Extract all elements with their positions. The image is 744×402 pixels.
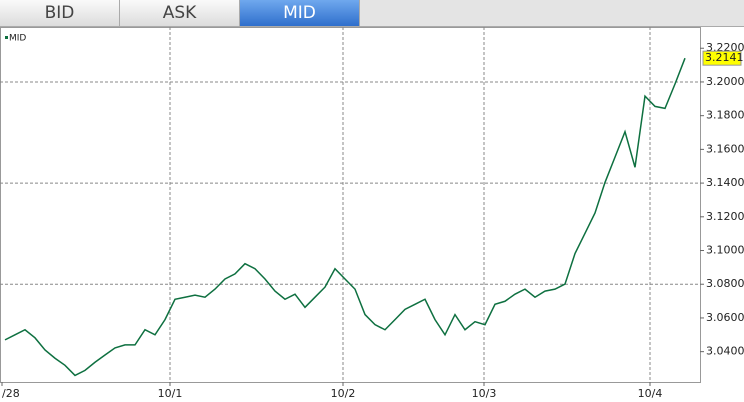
- y-tick-label: 3.1000: [706, 244, 744, 257]
- legend-label: MID: [9, 34, 26, 44]
- tab[interactable]: ASK: [120, 0, 240, 26]
- x-tick-label: 10/3: [472, 387, 497, 400]
- tab-bar: BID ASK MID: [0, 0, 744, 27]
- y-tick-label: 3.1800: [706, 109, 744, 122]
- tab[interactable]: MID: [240, 0, 360, 26]
- y-tick-label: 3.2000: [706, 75, 744, 88]
- plot-frame: [0, 27, 701, 383]
- tab[interactable]: BID: [0, 0, 120, 26]
- last-price-label: 3.2141: [705, 51, 744, 64]
- y-tick-label: 3.1600: [706, 142, 744, 155]
- y-tick-label: 3.0400: [706, 345, 744, 358]
- legend-swatch: [5, 36, 8, 39]
- x-tick-label: /28: [2, 387, 20, 400]
- x-tick-label: 10/4: [638, 387, 663, 400]
- x-tick-label: 10/2: [331, 387, 356, 400]
- y-tick-label: 3.1200: [706, 210, 744, 223]
- y-tick-label: 3.1400: [706, 176, 744, 189]
- y-tick-label: 3.0600: [706, 311, 744, 324]
- last-price-box: [702, 50, 742, 66]
- price-line: [4, 57, 686, 377]
- x-tick-label: 10/1: [158, 387, 183, 400]
- chart: 3.0400 3.0600 3.0800 3.1000 3.1200 3.1400 3.16…: [0, 27, 744, 400]
- y-tick-label: 3.0800: [706, 277, 744, 290]
